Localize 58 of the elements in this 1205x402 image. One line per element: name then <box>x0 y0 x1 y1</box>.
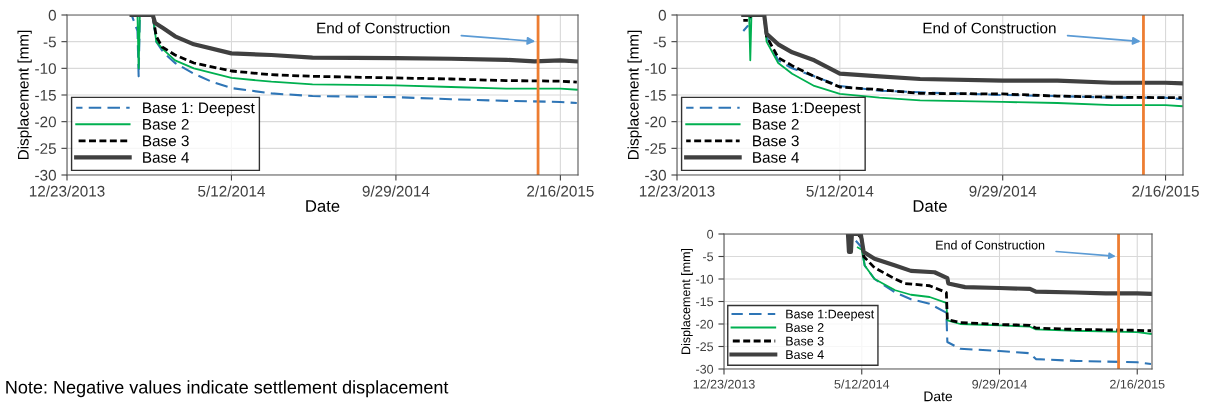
legend-label: Base 4 <box>786 350 824 360</box>
legend-label: Base 2 <box>786 323 824 332</box>
legend-label: Base 4 <box>753 152 799 163</box>
y-tick-label: -30 <box>696 364 714 374</box>
line-series <box>129 15 578 64</box>
line-series <box>741 15 1183 86</box>
y-tick-label: -30 <box>35 169 56 181</box>
line-series <box>845 234 1152 296</box>
y-tick-label: -20 <box>35 116 56 128</box>
y-tick-label: -5 <box>653 36 666 48</box>
x-axis-title: Date <box>913 200 947 212</box>
y-tick-label: -25 <box>696 342 714 352</box>
legend-label: Base 1: Deepest <box>143 102 255 117</box>
y-tick-label: -20 <box>696 319 714 329</box>
x-axis-title: Date <box>306 200 340 212</box>
x-tick-label: 2/16/2015 <box>1110 379 1165 389</box>
y-tick-label: -15 <box>696 297 714 307</box>
y-tick-label: 0 <box>48 9 56 21</box>
y-tick-label: -5 <box>43 36 56 48</box>
x-tick-label: 5/12/2014 <box>806 185 874 197</box>
x-tick-label: 12/23/2013 <box>639 185 715 197</box>
legend-label: Base 3 <box>753 135 799 147</box>
legend-label: Base 1:Deepest <box>753 102 861 117</box>
x-tick-label: 2/16/2015 <box>527 185 594 197</box>
ref-line-label: End of Construction <box>936 240 1045 250</box>
y-tick-label: -10 <box>35 63 56 75</box>
y-tick-label: -15 <box>35 90 56 101</box>
y-tick-label: -5 <box>703 252 714 262</box>
x-tick-label: 9/29/2014 <box>969 185 1037 197</box>
y-tick-label: -10 <box>696 274 714 284</box>
y-axis-title: Displacement [mm] <box>17 30 32 160</box>
x-tick-label: 12/23/2013 <box>29 185 105 197</box>
text: Note: Negative values indicate settlement displacement <box>6 380 449 398</box>
x-tick-label: 5/12/2014 <box>198 185 265 197</box>
x-tick-label: 12/23/2013 <box>693 379 755 389</box>
y-tick-label: -15 <box>645 90 666 101</box>
legend-label: Base 4 <box>143 152 189 163</box>
legend-label: Base 1:Deepest <box>786 309 875 321</box>
x-tick-label: 2/16/2015 <box>1132 185 1199 197</box>
ref-line-label: End of Construction <box>317 22 450 34</box>
y-tick-label: -10 <box>645 63 666 75</box>
x-tick-label: 9/29/2014 <box>362 185 430 197</box>
y-tick-label: -25 <box>35 143 56 155</box>
x-tick-label: 5/12/2014 <box>834 379 890 389</box>
y-tick-label: -20 <box>645 116 666 128</box>
y-axis-title: Displacement [mm] <box>627 30 642 160</box>
y-tick-label: 0 <box>658 9 666 21</box>
y-tick-label: -25 <box>645 143 666 155</box>
legend-label: Base 2 <box>753 118 799 130</box>
x-axis-title: Date <box>924 391 953 402</box>
legend-label: Base 3 <box>786 336 824 346</box>
ref-line-label: End of Construction <box>923 22 1056 34</box>
y-axis-title: Displacement [mm] <box>681 248 693 354</box>
legend-label: Base 3 <box>143 135 189 147</box>
y-tick-label: -30 <box>645 169 666 181</box>
legend-label: Base 2 <box>143 118 189 130</box>
y-tick-label: 0 <box>707 229 714 239</box>
x-tick-label: 9/29/2014 <box>972 379 1027 389</box>
